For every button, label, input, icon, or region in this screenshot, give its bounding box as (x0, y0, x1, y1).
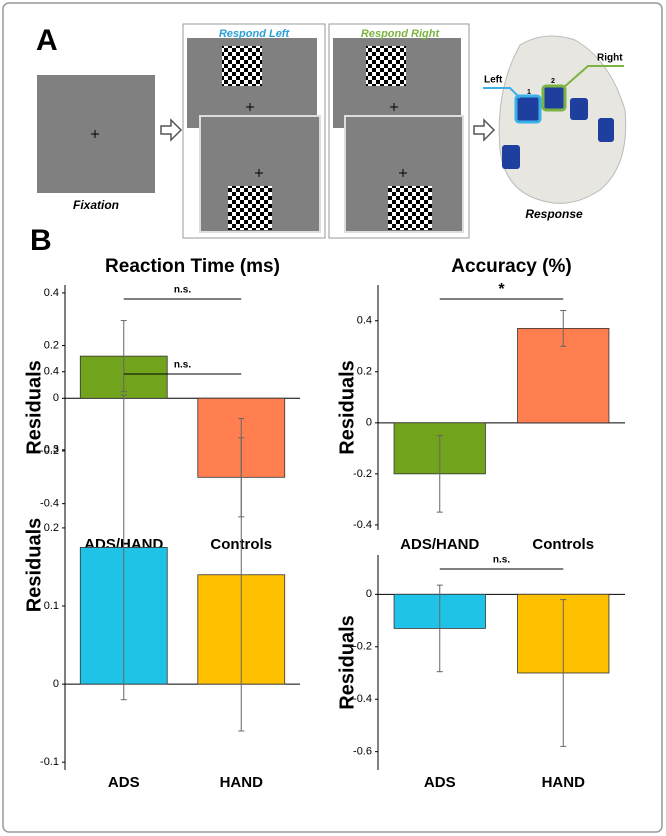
y-tick-label: -0.1 (40, 756, 59, 768)
left-key-label: Left (484, 75, 503, 86)
respond-left-label: Respond Left (219, 28, 291, 40)
arrow (160, 118, 183, 142)
right-key-label: Right (597, 53, 623, 64)
significance-label: * (498, 281, 505, 298)
panel-label: B (30, 224, 52, 257)
y-tick-label: 0 (53, 678, 59, 690)
x-tick-label: ADS (424, 774, 456, 791)
y-tick-label: 0.4 (44, 366, 59, 378)
y-axis-label: Residuals (23, 518, 45, 612)
y-tick-label: 0 (366, 417, 372, 429)
significance-label: n.s. (493, 555, 510, 566)
y-tick-label: 0.2 (44, 522, 59, 534)
y-tick-label: -0.2 (40, 445, 59, 457)
y-tick-label: 0.2 (357, 366, 372, 378)
y-tick-label: -0.4 (353, 519, 372, 531)
x-tick-label: HAND (220, 774, 263, 791)
response-caption: Response (525, 207, 583, 221)
x-tick-label: HAND (542, 774, 585, 791)
significance-label: n.s. (174, 360, 191, 371)
panel-label: A (36, 24, 58, 57)
y-tick-label: 0.4 (357, 315, 372, 327)
fixation-screen (37, 75, 155, 193)
y-tick-label: -0.6 (353, 746, 372, 758)
key-number: 1 (527, 89, 531, 96)
y-axis-label: Residuals (336, 615, 358, 709)
significance-label: n.s. (174, 285, 191, 296)
y-axis-label: Residuals (23, 360, 45, 454)
y-tick-label: 0.2 (44, 339, 59, 351)
right-trial (328, 23, 470, 239)
y-tick-label: 0 (53, 392, 59, 404)
response-pad (483, 35, 627, 204)
chart-title: Reaction Time (ms) (105, 256, 280, 277)
respond-right-label: Respond Right (361, 28, 441, 40)
x-tick-label: Controls (532, 536, 594, 553)
left-trial (182, 23, 326, 239)
y-axis-label: Residuals (336, 360, 358, 454)
y-tick-label: -0.4 (40, 498, 59, 510)
fixation-caption: Fixation (73, 198, 119, 212)
y-tick-label: 0.1 (44, 600, 59, 612)
y-tick-label: -0.4 (353, 693, 372, 705)
key-number: 2 (551, 78, 555, 85)
y-tick-label: 0.4 (44, 287, 59, 299)
y-tick-label: -0.2 (353, 468, 372, 480)
arrow (473, 118, 496, 142)
chart-title: Accuracy (%) (451, 256, 571, 277)
y-tick-label: -0.2 (353, 641, 372, 653)
y-tick-label: 0.3 (44, 444, 59, 456)
x-tick-label: ADS/HAND (400, 536, 479, 553)
x-tick-label: ADS (108, 774, 140, 791)
y-tick-label: 0 (366, 588, 372, 600)
